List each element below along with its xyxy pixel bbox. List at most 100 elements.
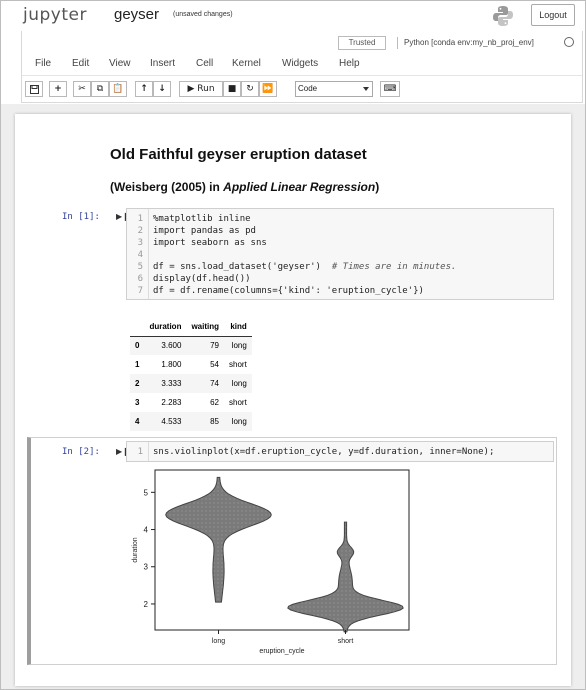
x-axis-label: eruption_cycle bbox=[259, 648, 304, 655]
menu-kernel[interactable]: Kernel bbox=[232, 58, 261, 69]
paste-icon: 📋 bbox=[112, 84, 124, 94]
subtitle-prefix: (Weisberg (2005) in bbox=[110, 180, 224, 194]
y-tick-label: 2 bbox=[144, 600, 149, 609]
table-cell: 2.283 bbox=[161, 398, 182, 407]
cell2-input[interactable]: 1 sns.violinplot(x=df.eruption_cycle, y=d… bbox=[126, 441, 554, 462]
trusted-indicator[interactable]: Trusted bbox=[338, 36, 386, 50]
save-button[interactable] bbox=[25, 81, 43, 97]
table-header-row: duration waiting kind bbox=[130, 317, 252, 337]
kernel-separator bbox=[397, 37, 398, 49]
cell1-run-icon[interactable]: ▶❙ bbox=[116, 212, 129, 221]
row-index: 0 bbox=[135, 341, 140, 351]
row-index: 2 bbox=[135, 379, 140, 388]
menu-insert[interactable]: Insert bbox=[150, 58, 176, 69]
row-index: 1 bbox=[135, 360, 140, 369]
python-logo-icon bbox=[493, 6, 513, 26]
fast-forward-icon: ⏩ bbox=[262, 84, 274, 94]
y-tick-label: 3 bbox=[144, 563, 149, 572]
table-cell: long bbox=[231, 379, 247, 388]
table-cell: 3.333 bbox=[161, 379, 182, 388]
notebook-name[interactable]: geyser bbox=[114, 6, 160, 23]
arrow-down-icon: ↓ bbox=[158, 84, 166, 94]
cell-type-value: Code bbox=[298, 84, 318, 93]
x-tick-label: short bbox=[338, 638, 354, 645]
menubar: Trusted Python [conda env:my_nb_proj_env… bbox=[21, 31, 583, 75]
restart-run-all-button[interactable]: ⏩ bbox=[259, 81, 277, 97]
restart-icon: ↻ bbox=[246, 84, 254, 94]
menu-widgets[interactable]: Widgets bbox=[282, 58, 319, 69]
table-cell: 74 bbox=[210, 379, 220, 388]
subtitle-suffix: ) bbox=[375, 180, 380, 194]
table-header-cell: waiting bbox=[186, 317, 225, 337]
notebook-container: Old Faithful geyser eruption dataset (We… bbox=[15, 114, 571, 686]
table-cell: 62 bbox=[210, 398, 220, 407]
table-row: 0 3.600 79 long bbox=[130, 336, 252, 355]
table-cell: 1.800 bbox=[161, 360, 182, 369]
kernel-idle-icon bbox=[564, 37, 574, 47]
restart-button[interactable]: ↻ bbox=[241, 81, 259, 97]
table-row: 3 2.283 62 short bbox=[130, 393, 252, 412]
menu-cell[interactable]: Cell bbox=[196, 58, 214, 69]
move-up-button[interactable]: ↑ bbox=[135, 81, 153, 97]
logout-button[interactable]: Logout bbox=[531, 4, 575, 26]
row-index: 4 bbox=[135, 417, 140, 426]
table-cell: 54 bbox=[210, 360, 220, 369]
violin-plot: 2 3 4 5 long short eruption_cycle duration bbox=[132, 469, 410, 655]
plus-icon: + bbox=[54, 84, 62, 94]
move-down-button[interactable]: ↓ bbox=[153, 81, 171, 97]
logo-text: jupyter bbox=[23, 5, 87, 25]
notebook-site[interactable]: Old Faithful geyser eruption dataset (We… bbox=[1, 104, 585, 689]
table-header-cell bbox=[130, 317, 145, 337]
paste-button[interactable]: 📋 bbox=[109, 81, 127, 97]
run-button[interactable]: ▶ Run bbox=[179, 81, 223, 97]
arrow-up-icon: ↑ bbox=[140, 84, 148, 94]
save-icon bbox=[29, 85, 39, 94]
cell1-prompt: In [1]: bbox=[62, 212, 100, 222]
play-icon: ▶ bbox=[187, 84, 195, 94]
x-tick-label: long bbox=[212, 638, 225, 645]
cut-button[interactable]: ✂ bbox=[73, 81, 91, 97]
copy-button[interactable]: ⧉ bbox=[91, 81, 109, 97]
table-header-cell: duration bbox=[144, 317, 187, 337]
save-status: (unsaved changes) bbox=[173, 11, 233, 18]
kernel-name[interactable]: Python [conda env:my_nb_proj_env] bbox=[404, 38, 534, 47]
insert-cell-button[interactable]: + bbox=[49, 81, 67, 97]
cell2-prompt: In [2]: bbox=[62, 447, 100, 457]
stop-icon: ■ bbox=[227, 84, 237, 94]
chevron-down-icon bbox=[363, 87, 369, 91]
gutter-divider bbox=[148, 442, 149, 461]
violin-long bbox=[165, 476, 272, 603]
jupyter-logo[interactable]: jupyter bbox=[23, 5, 87, 25]
menu-edit[interactable]: Edit bbox=[72, 58, 90, 69]
y-axis-label: duration bbox=[132, 537, 139, 562]
row-index: 3 bbox=[135, 398, 140, 407]
table-cell: 85 bbox=[210, 417, 220, 426]
cell2-selected[interactable] bbox=[27, 437, 557, 665]
table-header-cell: kind bbox=[224, 317, 252, 337]
markdown-title: Old Faithful geyser eruption dataset bbox=[110, 146, 367, 163]
table-cell: 3.600 bbox=[161, 341, 182, 351]
table-cell: long bbox=[231, 341, 247, 351]
cell1-input[interactable]: 1 %matplotlib inline 2 import pandas as pd… bbox=[126, 208, 554, 300]
menu-file[interactable]: File bbox=[35, 58, 52, 69]
y-tick-label: 5 bbox=[144, 488, 149, 497]
command-palette-button[interactable]: ⌨ bbox=[380, 81, 400, 97]
scissors-icon: ✂ bbox=[78, 84, 86, 94]
table-cell: 79 bbox=[210, 341, 220, 351]
copy-icon: ⧉ bbox=[96, 84, 104, 94]
keyboard-icon: ⌨ bbox=[383, 84, 397, 94]
table-row: 4 4.533 85 long bbox=[130, 412, 252, 431]
code-comment: # Times are in minutes. bbox=[331, 262, 457, 272]
interrupt-button[interactable]: ■ bbox=[223, 81, 241, 97]
dataframe-output: duration waiting kind 0 3.600 79 long 1 1.80… bbox=[130, 317, 252, 431]
violin-short bbox=[287, 521, 404, 633]
table-cell: short bbox=[229, 360, 247, 369]
menu-help[interactable]: Help bbox=[339, 58, 360, 69]
menu-view[interactable]: View bbox=[109, 58, 131, 69]
cell2-run-icon[interactable]: ▶❙ bbox=[116, 447, 129, 456]
gutter-divider bbox=[148, 209, 149, 299]
plot-axes-frame bbox=[154, 469, 410, 631]
cell-type-select[interactable]: Code bbox=[295, 81, 373, 97]
table-row: 1 1.800 54 short bbox=[130, 355, 252, 374]
table-cell: long bbox=[231, 417, 247, 426]
